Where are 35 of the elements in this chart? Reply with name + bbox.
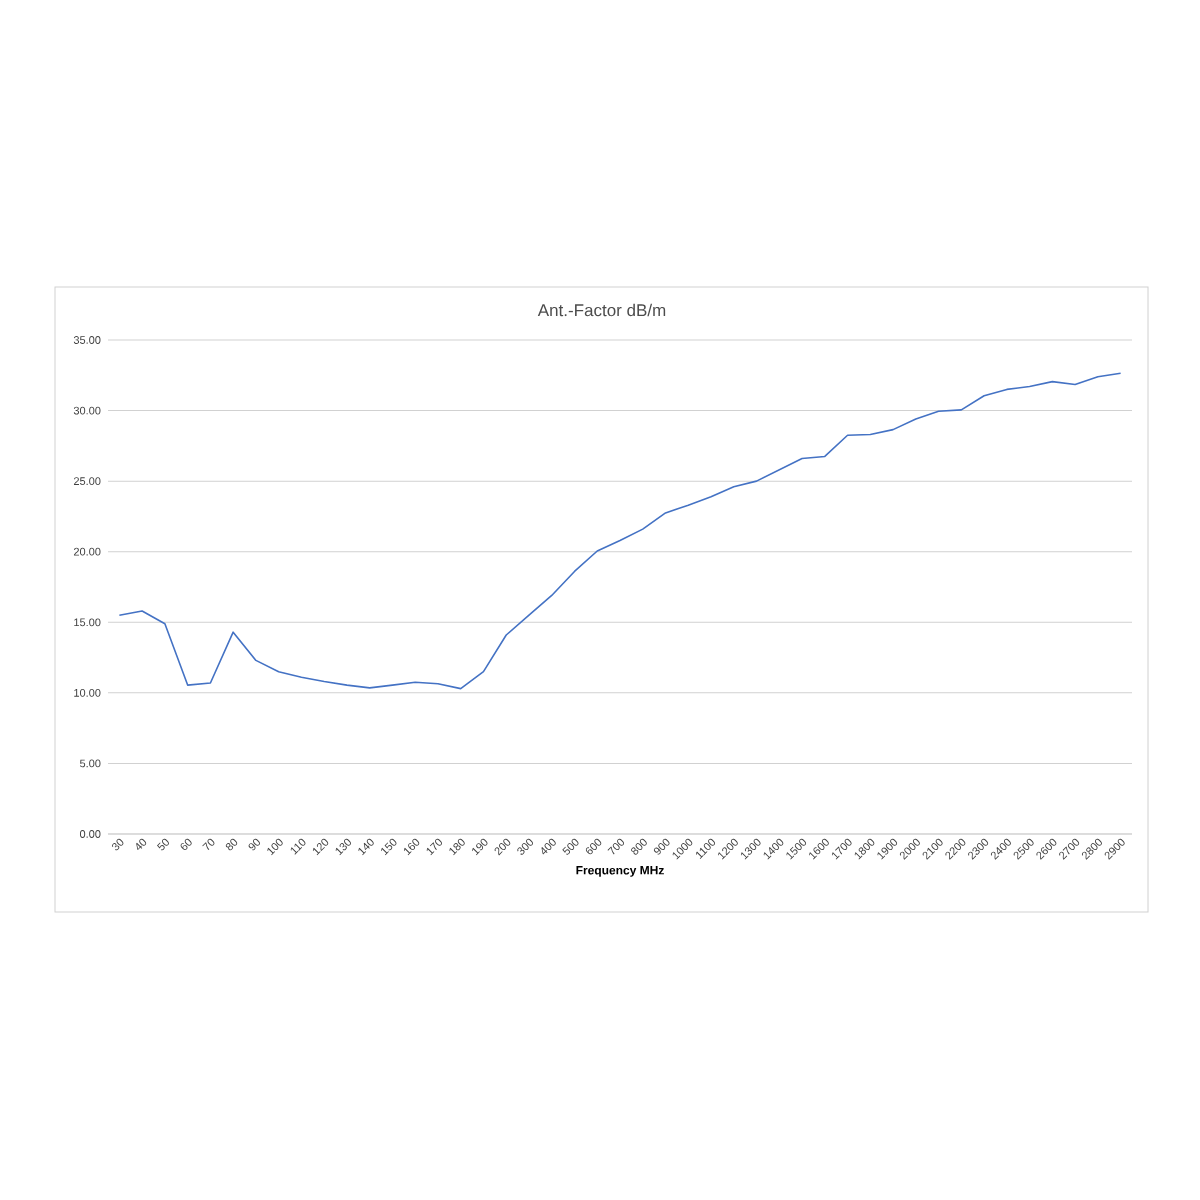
x-tick-label: 150 [381, 838, 397, 856]
y-tick-label: 15.00 [74, 618, 101, 627]
x-tick-label: 130 [335, 838, 351, 856]
x-tick-label: 170 [426, 838, 443, 856]
x-tick-label: 900 [653, 838, 670, 855]
x-tick-label: 500 [562, 838, 579, 855]
x-tick-label: 600 [585, 838, 602, 855]
y-tick-label: 25.00 [73, 477, 101, 486]
x-tick-label: 80 [225, 838, 238, 851]
x-tick-label: 190 [472, 838, 488, 856]
x-tick-label: 700 [607, 838, 625, 855]
x-tick-label: 60 [180, 838, 192, 851]
x-tick-label: 100 [267, 838, 283, 856]
x-tick-label: 800 [631, 838, 647, 855]
x-tick-label: 400 [541, 838, 556, 855]
y-tick-label: 35.00 [73, 336, 101, 344]
x-tick-label: 140 [358, 838, 374, 856]
x-tick-label: 90 [248, 838, 260, 851]
y-tick-label: 20.00 [73, 547, 101, 556]
x-tick-label: 200 [494, 838, 511, 856]
y-tick-label: 5.00 [79, 759, 101, 768]
y-tick-label: 0.00 [79, 830, 101, 838]
x-axis-title: Frequency MHz [576, 866, 664, 877]
x-tick-label: 70 [202, 838, 215, 851]
chart-title: Ant.-Factor dB/m [537, 303, 666, 317]
x-tick-label: 300 [517, 838, 534, 855]
x-tick-label: 30 [112, 838, 124, 851]
x-tick-label: 180 [449, 838, 465, 856]
y-tick-label: 30.00 [73, 406, 101, 415]
x-tick-label: 40 [136, 838, 147, 851]
y-tick-label: 10.00 [74, 688, 101, 697]
x-tick-label: 50 [156, 838, 169, 851]
x-tick-label: 160 [403, 838, 420, 856]
x-tick-label: 120 [312, 838, 329, 856]
x-tick-label: 110 [290, 838, 306, 855]
